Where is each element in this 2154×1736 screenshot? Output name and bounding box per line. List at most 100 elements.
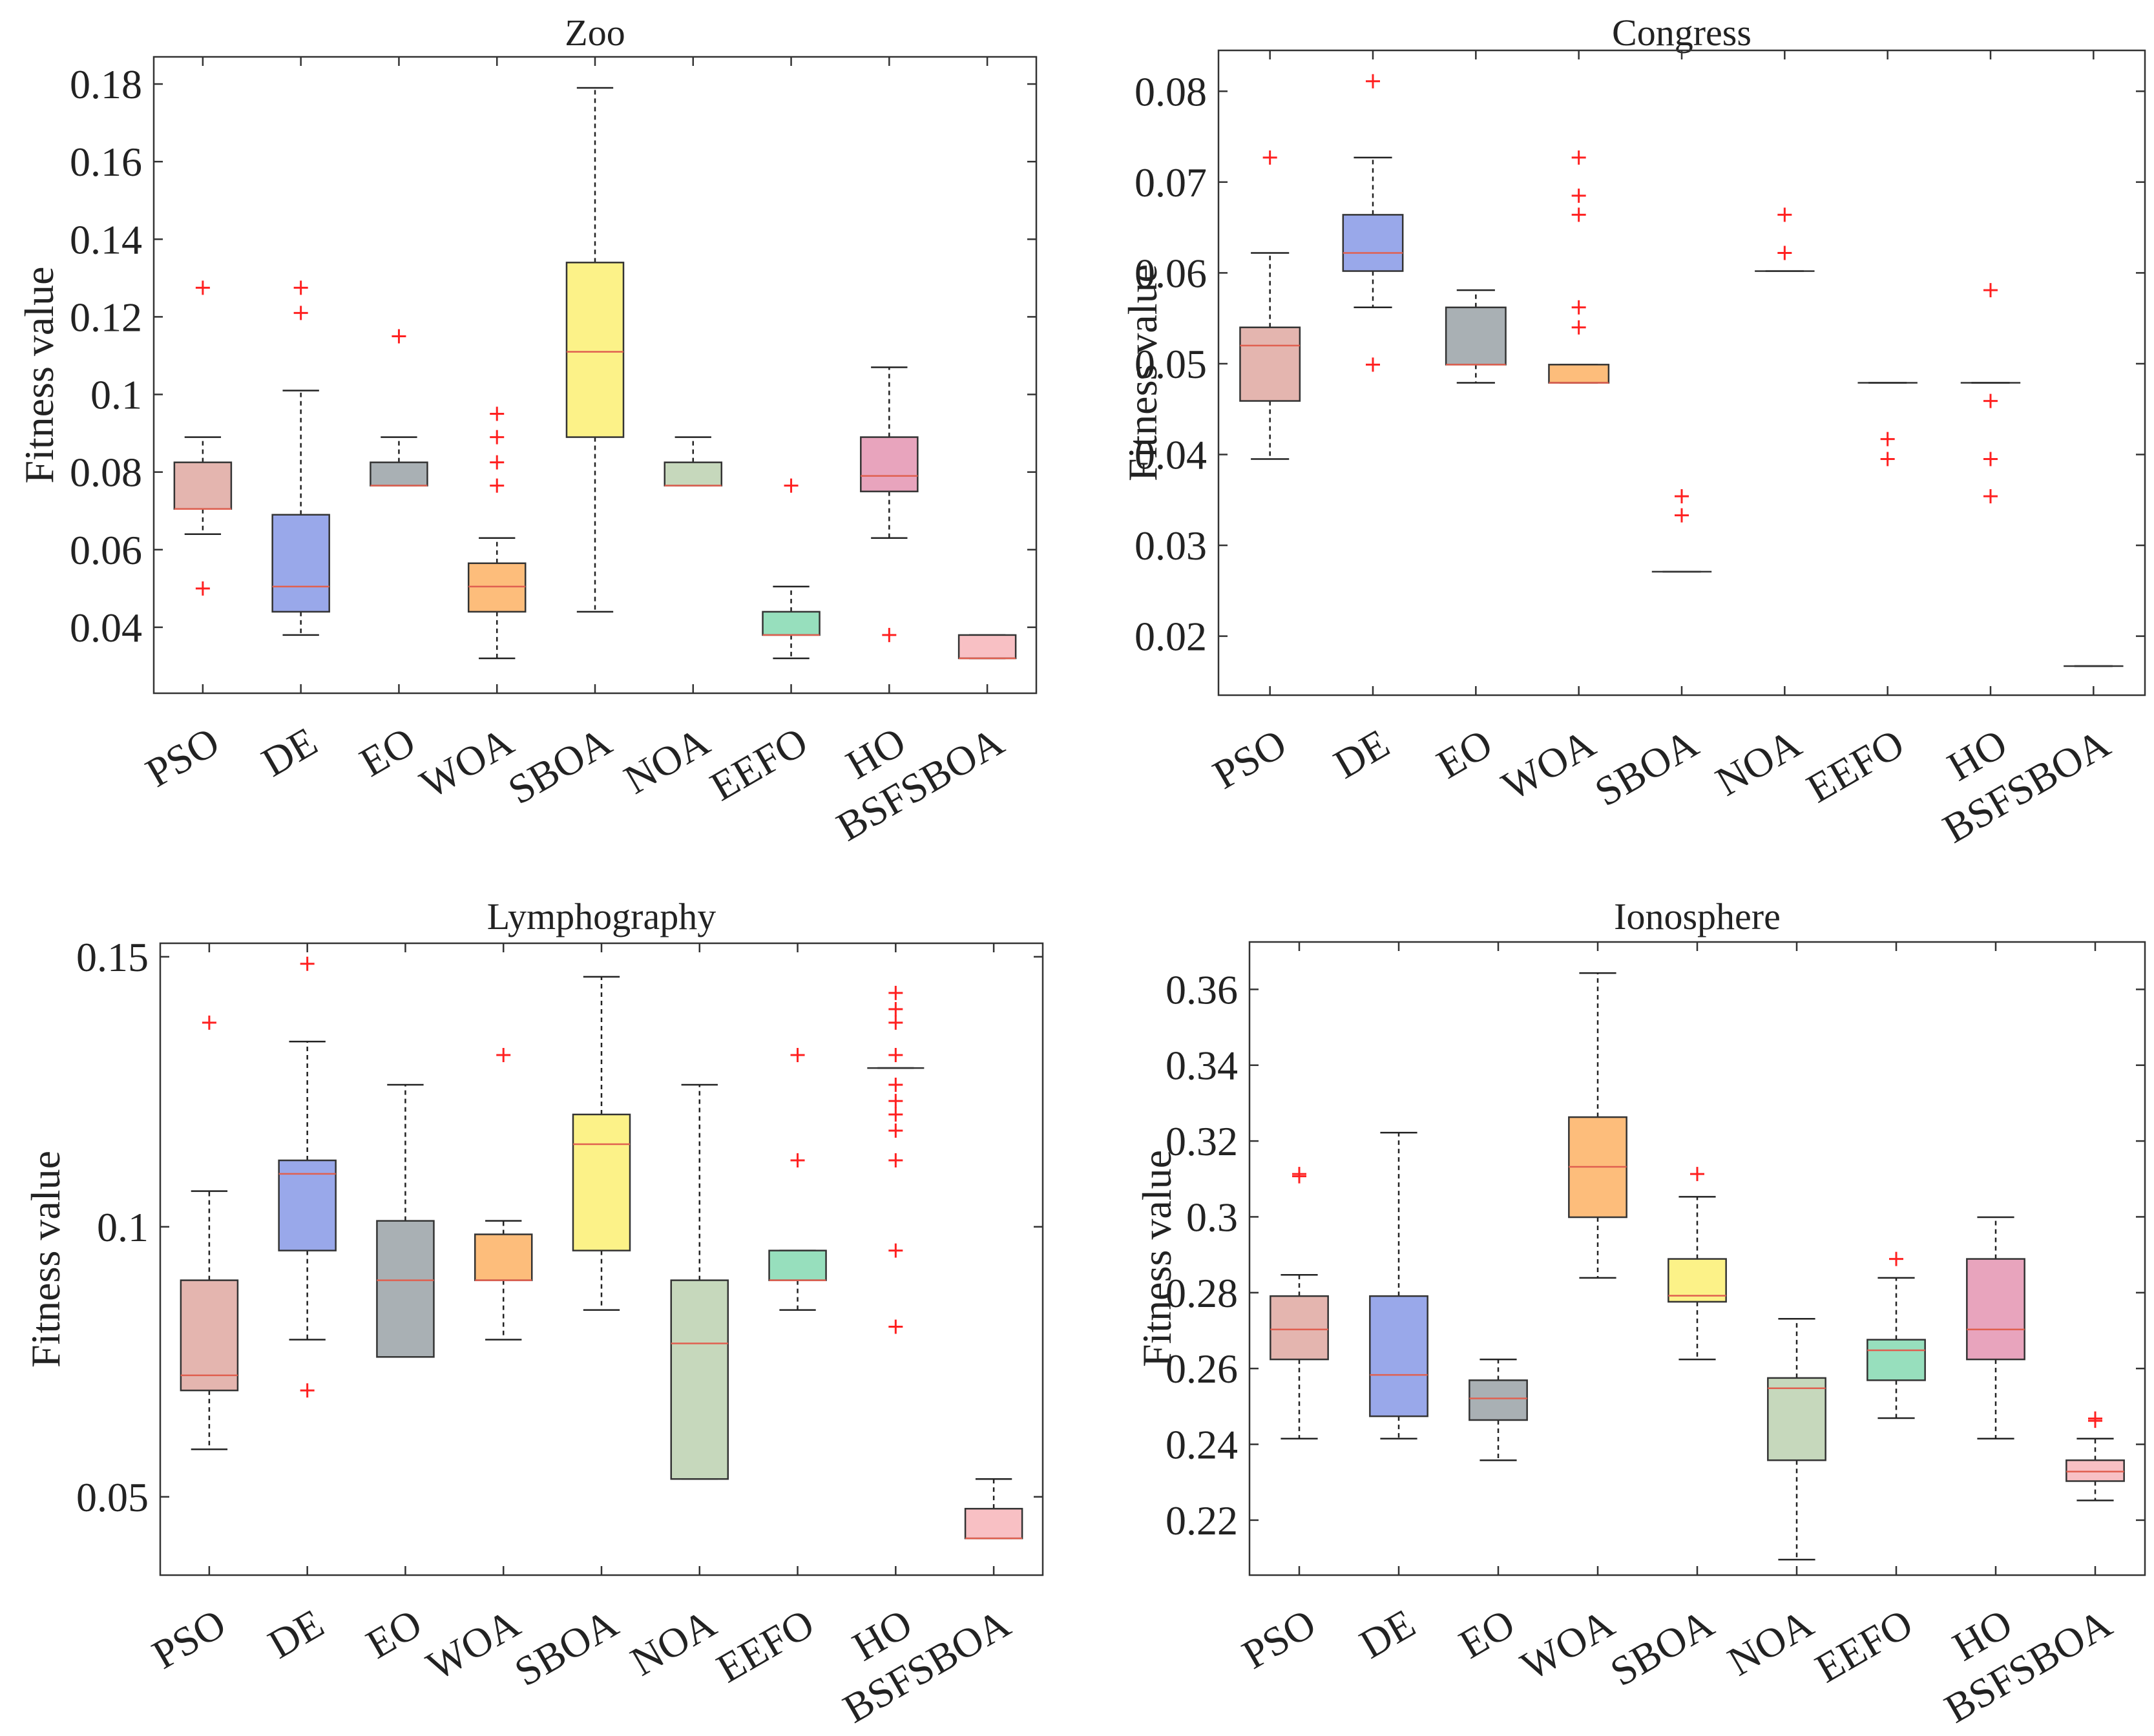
y-axis-label: Fitness value xyxy=(1120,264,1166,481)
y-tick-label: 0.14 xyxy=(70,216,142,262)
outlier-marker xyxy=(888,1078,903,1093)
iqr-box xyxy=(1866,1339,1926,1381)
y-tick-label: 0.12 xyxy=(70,294,142,340)
y-tick-label: 0.05 xyxy=(76,1474,149,1520)
iqr-box xyxy=(1548,364,1610,384)
y-axis-label: Fitness value xyxy=(16,267,62,484)
x-tick-label: NOA xyxy=(623,1600,724,1685)
box-sboa xyxy=(565,87,625,613)
box-sboa xyxy=(1668,1167,1727,1361)
outlier-marker xyxy=(2088,1411,2102,1426)
y-tick-label: 0.15 xyxy=(76,934,149,980)
outlier-marker xyxy=(784,478,799,493)
box-de xyxy=(1342,74,1404,372)
outlier-marker xyxy=(882,627,897,642)
outlier-marker xyxy=(1571,150,1586,165)
x-tick-label: WOA xyxy=(1513,1600,1622,1689)
box-noa xyxy=(670,1083,729,1480)
outlier-marker xyxy=(1262,150,1277,165)
iqr-box xyxy=(762,611,821,636)
y-tick-label: 0.36 xyxy=(1166,967,1238,1012)
y-tick-label: 0.08 xyxy=(1135,68,1207,114)
outlier-marker xyxy=(1983,393,1998,408)
iqr-box xyxy=(1342,214,1404,272)
iqr-box xyxy=(768,1250,827,1281)
iqr-box xyxy=(467,562,527,613)
outlier-marker xyxy=(1777,246,1792,260)
outlier-marker xyxy=(888,1001,903,1016)
outlier-marker xyxy=(293,306,308,320)
outlier-marker xyxy=(300,956,315,971)
outlier-marker xyxy=(496,1048,511,1063)
box-de xyxy=(278,956,337,1398)
y-tick-label: 0.16 xyxy=(70,139,142,185)
iqr-box xyxy=(572,1113,631,1251)
outlier-marker xyxy=(1571,188,1586,203)
x-tick-label: NOA xyxy=(1720,1600,1821,1685)
box-sboa xyxy=(1651,489,1712,573)
outlier-marker xyxy=(1571,300,1586,315)
iqr-box xyxy=(1270,1295,1329,1361)
x-tick-label: WOA xyxy=(412,718,521,808)
y-tick-label: 0.32 xyxy=(1166,1118,1238,1164)
box-eefo xyxy=(1857,382,1918,466)
box-eo xyxy=(376,1083,435,1358)
x-tick-label: NOA xyxy=(1708,720,1809,805)
box-eefo xyxy=(768,1048,827,1311)
x-tick-label: DE xyxy=(1352,1600,1423,1668)
box-bsfsboa xyxy=(2065,1411,2125,1501)
outlier-marker xyxy=(888,1107,903,1122)
y-tick-label: 0.34 xyxy=(1166,1043,1238,1089)
outlier-marker xyxy=(1675,508,1689,523)
outlier-marker xyxy=(490,430,505,444)
chart-title: Zoo xyxy=(565,12,625,54)
chart-title: Ionosphere xyxy=(1614,895,1781,937)
box-noa xyxy=(1755,207,1815,272)
y-tick-label: 0.08 xyxy=(70,450,142,496)
x-tick-label: DE xyxy=(1326,720,1397,788)
x-tick-label: SBOA xyxy=(1603,1600,1721,1695)
box-pso xyxy=(1239,150,1301,460)
x-tick-label: NOA xyxy=(616,718,717,803)
y-tick-label: 0.03 xyxy=(1135,523,1207,569)
outlier-marker xyxy=(888,1243,903,1258)
box-eo xyxy=(1469,1358,1528,1461)
box-ho xyxy=(867,985,925,1334)
x-tick-label: EO xyxy=(1452,1600,1522,1668)
box-ho xyxy=(860,366,919,642)
box-woa xyxy=(1548,150,1610,384)
outlier-marker xyxy=(1571,207,1586,222)
x-tick-label: WOA xyxy=(419,1600,527,1689)
y-tick-label: 0.3 xyxy=(1186,1194,1238,1240)
outlier-marker xyxy=(300,1383,315,1398)
y-tick-label: 0.07 xyxy=(1135,160,1207,205)
iqr-box xyxy=(370,461,428,486)
outlier-marker xyxy=(293,280,308,295)
outlier-marker xyxy=(1983,283,1998,298)
y-tick-label: 0.06 xyxy=(1135,250,1207,296)
box-pso xyxy=(180,1015,239,1450)
outlier-marker xyxy=(888,1319,903,1334)
iqr-box xyxy=(278,1159,337,1251)
box-eo xyxy=(1445,289,1507,384)
y-axis-label: Fitness value xyxy=(1134,1150,1180,1367)
outlier-marker xyxy=(790,1048,805,1063)
iqr-box xyxy=(860,436,919,492)
iqr-box xyxy=(957,634,1017,660)
box-noa xyxy=(664,436,723,486)
outlier-marker xyxy=(1880,432,1895,446)
iqr-box xyxy=(1469,1379,1528,1421)
x-tick-label: DE xyxy=(260,1600,331,1668)
outlier-marker xyxy=(195,280,210,295)
x-tick-label: EEFO xyxy=(1808,1600,1920,1691)
x-tick-label: PSO xyxy=(145,1600,233,1678)
outlier-marker xyxy=(1366,74,1380,89)
iqr-box xyxy=(1445,306,1507,366)
y-tick-label: 0.26 xyxy=(1166,1346,1238,1392)
outlier-marker xyxy=(1889,1251,1903,1266)
chart-title: Lymphography xyxy=(487,895,716,937)
x-tick-label: EO xyxy=(359,1600,429,1668)
box-ho xyxy=(1960,283,2021,504)
box-eo xyxy=(370,329,428,486)
